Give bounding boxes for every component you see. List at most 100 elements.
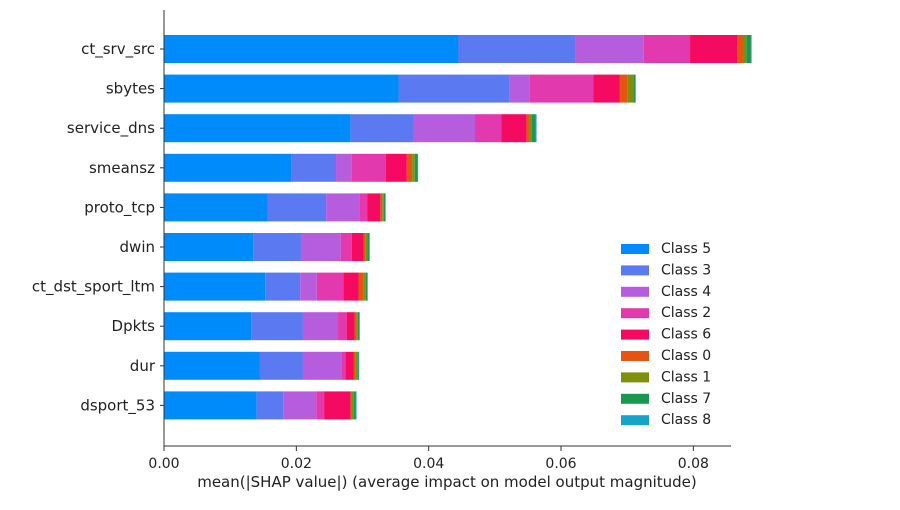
bar-dur-class-4 bbox=[302, 351, 342, 380]
y-tick-label-dpkts: Dpkts bbox=[112, 317, 156, 335]
bar-dwin-class-2 bbox=[340, 233, 352, 261]
bar-ct-dst-sport-ltm-class-4 bbox=[300, 272, 317, 301]
bar-dpkts-class-0 bbox=[354, 312, 357, 341]
bar-dpkts-class-7 bbox=[357, 312, 360, 341]
bar-ct-dst-sport-ltm-class-0 bbox=[358, 272, 364, 301]
legend-swatch-class-0 bbox=[621, 351, 649, 361]
legend-label-class-6: Class 6 bbox=[661, 327, 711, 343]
bar-sbytes-class-7 bbox=[633, 74, 636, 103]
bar-sbytes-class-6 bbox=[593, 74, 620, 103]
bar-ct-srv-src-class-7 bbox=[746, 35, 751, 63]
y-tick-label-service-dns: service_dns bbox=[67, 119, 155, 138]
legend-swatch-class-8 bbox=[621, 415, 649, 426]
y-tick-label-dsport-53: dsport_53 bbox=[80, 396, 155, 415]
bar-dur-class-1 bbox=[355, 351, 358, 380]
bar-dwin-class-1 bbox=[365, 233, 368, 261]
bar-dpkts-class-4 bbox=[302, 312, 339, 341]
bar-service-dns-class-2 bbox=[475, 114, 502, 143]
x-tick-label: 0.06 bbox=[545, 456, 576, 472]
bar-service-dns-class-7 bbox=[531, 114, 536, 143]
legend-swatch-class-3 bbox=[621, 265, 649, 276]
bar-dpkts-class-1 bbox=[356, 312, 358, 341]
bar-dwin-class-3 bbox=[253, 233, 301, 261]
legend-label-class-8: Class 8 bbox=[661, 412, 711, 428]
bar-dur-class-7 bbox=[357, 351, 359, 380]
legend-swatch-class-2 bbox=[621, 308, 649, 319]
bar-ct-srv-src-class-1 bbox=[742, 35, 747, 63]
bar-proto-tcp-class-4 bbox=[326, 193, 360, 222]
bar-ct-srv-src-class-4 bbox=[575, 35, 644, 63]
bar-proto-tcp-class-3 bbox=[267, 193, 327, 222]
bar-proto-tcp-class-6 bbox=[367, 193, 381, 222]
bars-layer bbox=[164, 35, 752, 420]
legend-label-class-1: Class 1 bbox=[661, 369, 711, 385]
bar-sbytes-class-3 bbox=[398, 74, 510, 103]
axes-layer bbox=[163, 10, 731, 447]
x-tick-label: 0.04 bbox=[413, 456, 444, 472]
bar-dur-class-0 bbox=[353, 351, 356, 380]
bar-ct-srv-src-class-2 bbox=[643, 35, 691, 63]
x-tick-label: 0.08 bbox=[678, 456, 709, 472]
bar-service-dns-class-0 bbox=[526, 114, 530, 143]
bar-dpkts-class-2 bbox=[338, 312, 347, 341]
bar-ct-dst-sport-ltm-class-2 bbox=[316, 272, 344, 301]
bar-service-dns-class-8 bbox=[535, 114, 537, 143]
bar-dsport-53-class-1 bbox=[351, 391, 354, 420]
bar-dwin-class-7 bbox=[367, 233, 370, 261]
y-tick-label-smeansz: smeansz bbox=[89, 159, 155, 177]
bar-dur-class-6 bbox=[345, 351, 354, 380]
legend-label-class-0: Class 0 bbox=[661, 348, 711, 364]
y-tick-label-dur: dur bbox=[130, 357, 156, 375]
bar-ct-srv-src-class-6 bbox=[690, 35, 738, 63]
bar-service-dns-class-6 bbox=[501, 114, 527, 143]
bar-smeansz-class-3 bbox=[291, 153, 337, 182]
bar-dsport-53-class-6 bbox=[324, 391, 351, 420]
bar-proto-tcp-class-0 bbox=[380, 193, 383, 222]
x-tick-labels: 0.00 0.02 0.04 0.06 0.08 bbox=[148, 446, 709, 472]
bar-dur-class-5 bbox=[164, 351, 260, 380]
bar-dsport-53-class-4 bbox=[283, 391, 317, 420]
x-axis-label: mean(|SHAP value|) (average impact on mo… bbox=[197, 473, 697, 491]
bar-service-dns-class-4 bbox=[413, 114, 475, 143]
bar-service-dns-class-5 bbox=[164, 114, 351, 143]
bar-smeansz-class-1 bbox=[412, 153, 415, 182]
bar-proto-tcp-class-8 bbox=[385, 193, 386, 222]
bar-dwin-class-0 bbox=[363, 233, 366, 261]
bar-smeansz-class-0 bbox=[406, 153, 413, 182]
legend-label-class-5: Class 5 bbox=[661, 241, 711, 257]
bar-ct-srv-src-class-3 bbox=[458, 35, 576, 63]
legend-swatch-class-5 bbox=[621, 244, 649, 254]
x-tick-label: 0.00 bbox=[148, 456, 179, 472]
bar-proto-tcp-class-2 bbox=[359, 193, 368, 222]
bar-ct-dst-sport-ltm-class-5 bbox=[164, 272, 266, 301]
bar-dwin-class-8 bbox=[369, 233, 370, 261]
bar-dur-class-8 bbox=[358, 351, 360, 380]
bar-sbytes-class-1 bbox=[627, 74, 634, 103]
bar-ct-srv-src-class-5 bbox=[164, 35, 459, 63]
bar-smeansz-class-6 bbox=[385, 153, 407, 182]
x-tick-label: 0.02 bbox=[281, 456, 312, 472]
bar-dsport-53-class-8 bbox=[355, 391, 357, 420]
legend-label-class-7: Class 7 bbox=[661, 391, 711, 407]
y-tick-label-ct-dst-sport-ltm: ct_dst_sport_ltm bbox=[32, 278, 155, 297]
y-tick-label-proto-tcp: proto_tcp bbox=[84, 198, 155, 217]
bar-dsport-53-class-3 bbox=[256, 391, 284, 420]
bar-dsport-53-class-0 bbox=[350, 391, 352, 420]
bar-smeansz-class-8 bbox=[417, 153, 419, 182]
bar-dpkts-class-8 bbox=[359, 312, 360, 341]
bar-ct-srv-src-class-0 bbox=[737, 35, 743, 63]
bar-proto-tcp-class-7 bbox=[383, 193, 386, 222]
bar-dwin-class-5 bbox=[164, 233, 254, 261]
bar-ct-dst-sport-ltm-class-1 bbox=[363, 272, 366, 301]
legend-label-class-4: Class 4 bbox=[661, 284, 711, 300]
bar-dwin-class-6 bbox=[351, 233, 364, 261]
bar-ct-dst-sport-ltm-class-3 bbox=[265, 272, 301, 301]
bar-dpkts-class-6 bbox=[346, 312, 355, 341]
bar-sbytes-class-2 bbox=[529, 74, 594, 103]
bar-sbytes-class-4 bbox=[509, 74, 530, 103]
y-tick-label-dwin: dwin bbox=[120, 238, 155, 256]
bar-ct-srv-src-class-8 bbox=[750, 35, 752, 63]
y-tick-label-ct-srv-src: ct_srv_src bbox=[81, 40, 155, 59]
